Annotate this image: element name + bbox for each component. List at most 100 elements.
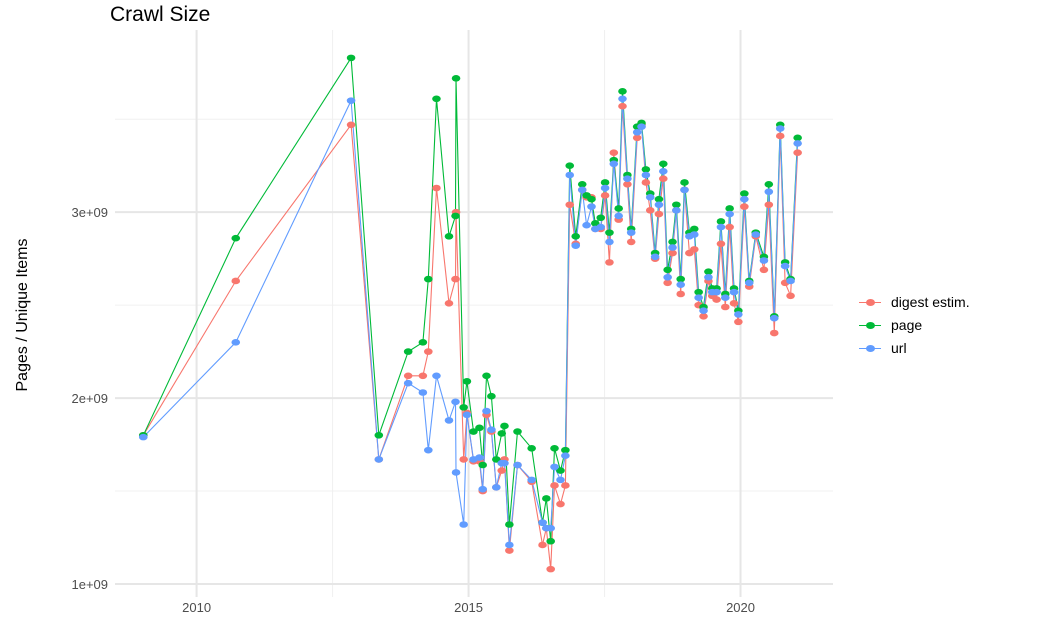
data-point-url: [451, 398, 460, 406]
data-point-digest: [654, 210, 664, 218]
data-point-url: [641, 171, 651, 179]
data-point-digest: [444, 299, 454, 307]
data-point-digest: [740, 203, 749, 210]
data-point-digest: [565, 201, 575, 209]
data-point-url: [482, 407, 491, 415]
legend-item-digest: digest estim.: [855, 290, 970, 313]
data-point-page: [482, 372, 491, 380]
data-point-url: [764, 188, 774, 196]
data-point-url: [546, 524, 555, 532]
x-tick-label: 2010: [182, 600, 211, 615]
data-point-url: [475, 454, 484, 461]
data-point-page: [689, 225, 699, 233]
data-point-page: [605, 229, 614, 236]
gridlines: [115, 30, 833, 597]
data-point-page: [725, 205, 734, 212]
data-point-url: [780, 262, 790, 270]
data-point-url: [729, 288, 739, 296]
data-point-digest: [769, 329, 779, 337]
data-point-page: [556, 467, 565, 474]
data-point-page: [561, 446, 570, 454]
data-point-url: [623, 175, 632, 183]
data-point-page: [676, 275, 685, 283]
data-point-page: [577, 180, 587, 188]
data-point-digest: [729, 299, 739, 307]
y-tick-label: 2e+09: [71, 391, 108, 406]
data-point-page: [424, 275, 433, 283]
data-point-digest: [716, 240, 726, 248]
data-point-url: [444, 417, 454, 424]
data-point-url: [561, 452, 570, 460]
data-point-url: [775, 125, 785, 132]
data-point-digest: [663, 279, 672, 287]
series-line-digest: [142, 106, 799, 570]
data-point-page: [418, 339, 428, 346]
data-point-url: [769, 314, 779, 322]
data-point-digest: [658, 175, 668, 183]
legend-key-page: [855, 315, 885, 335]
data-point-page: [571, 233, 581, 240]
data-point-url: [759, 257, 769, 264]
legend-key-url: [855, 338, 885, 358]
data-point-url: [672, 207, 681, 214]
legend: digest estim. page url: [855, 290, 970, 359]
legend-label: page: [891, 316, 923, 333]
data-point-digest: [424, 348, 433, 355]
data-point-url: [716, 223, 726, 231]
data-point-page: [497, 430, 507, 437]
data-point-page: [793, 134, 802, 142]
data-point-url: [650, 253, 660, 261]
data-point-page: [668, 238, 677, 246]
data-point-url: [632, 128, 642, 136]
legend-key-digest: [855, 292, 885, 312]
series-points: [138, 54, 802, 573]
data-point-url: [231, 339, 241, 346]
data-point-digest: [759, 266, 769, 274]
data-point-url: [699, 307, 708, 315]
data-point-url: [505, 541, 514, 549]
x-tick-label: 2020: [726, 600, 755, 615]
data-point-url: [582, 221, 591, 229]
legend-label: digest estim.: [891, 293, 970, 310]
data-point-page: [542, 495, 551, 502]
data-point-url: [658, 167, 668, 175]
data-point-page: [403, 348, 413, 355]
data-point-url: [637, 123, 646, 130]
data-point-url: [451, 469, 461, 476]
data-point-page: [654, 195, 664, 203]
data-point-digest: [618, 102, 627, 110]
data-point-page: [346, 54, 356, 62]
data-point-page: [614, 205, 623, 212]
data-point-digest: [556, 500, 565, 508]
chart-title: Crawl Size: [110, 3, 211, 26]
data-point-url: [565, 171, 575, 179]
data-point-page: [444, 233, 454, 240]
data-point-page: [487, 392, 496, 400]
axis-ticks: 2010 2015 2020 1e+09 2e+09 3e+09: [71, 205, 755, 615]
data-point-page: [672, 201, 681, 209]
data-point-url: [478, 485, 488, 493]
data-point-page: [740, 190, 749, 197]
data-point-digest: [623, 180, 632, 188]
data-point-page: [587, 195, 596, 203]
data-point-digest: [775, 132, 785, 140]
data-point-digest: [561, 482, 570, 489]
data-point-url: [418, 389, 428, 396]
data-point-page: [716, 218, 726, 225]
data-point-page: [618, 88, 627, 95]
x-tick-label: 2015: [454, 600, 483, 615]
data-point-url: [721, 294, 730, 301]
data-point-digest: [497, 467, 507, 474]
y-tick-label: 3e+09: [71, 205, 108, 220]
data-point-page: [527, 444, 536, 452]
data-point-url: [587, 203, 596, 210]
data-point-digest: [645, 207, 655, 214]
data-point-digest: [605, 259, 614, 266]
data-point-digest: [609, 149, 619, 156]
data-point-page: [658, 160, 668, 168]
data-point-page: [451, 75, 461, 82]
data-point-url: [605, 238, 614, 246]
data-point-url: [492, 484, 501, 491]
data-point-digest: [505, 547, 514, 554]
data-point-url: [432, 372, 441, 380]
